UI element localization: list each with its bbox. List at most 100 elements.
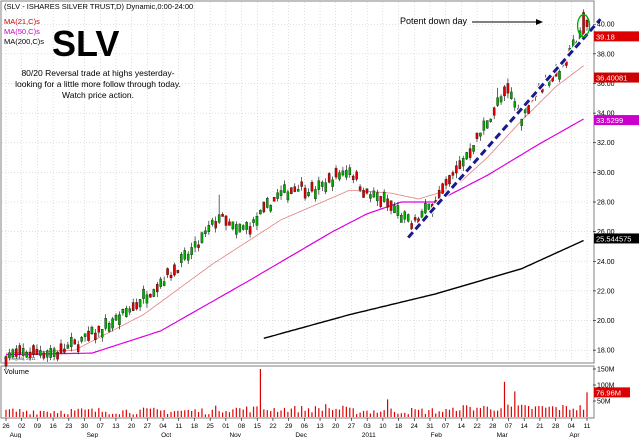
candle-body — [56, 352, 59, 360]
volume-marker — [594, 387, 630, 398]
candle-body — [190, 247, 193, 255]
price-marker-label: 25.544575 — [596, 234, 631, 243]
price-marker-label: 39.18 — [596, 32, 615, 41]
candle — [331, 176, 334, 192]
month-label: Feb — [431, 432, 443, 438]
candle — [214, 216, 217, 233]
candle-body — [59, 343, 63, 354]
candle — [520, 118, 523, 131]
candle-body — [107, 323, 111, 332]
candle-body — [379, 196, 382, 207]
date-tick-label: 07 — [505, 423, 513, 430]
candle — [101, 329, 104, 342]
month-label: Aug — [10, 432, 22, 438]
candle — [358, 184, 362, 193]
candle — [18, 342, 22, 360]
candle-body — [76, 344, 80, 352]
date-tick-label: 20 — [128, 423, 136, 430]
candle-body — [427, 203, 431, 210]
candle-body — [28, 352, 32, 359]
candle-body — [300, 181, 303, 187]
candle — [152, 288, 156, 298]
candle — [94, 328, 97, 344]
candle-body — [475, 132, 479, 139]
candle-body — [111, 318, 114, 329]
candle — [235, 221, 238, 239]
candle — [468, 143, 472, 161]
candle-body — [266, 198, 269, 208]
candle-body — [331, 179, 334, 187]
candle-body — [386, 198, 389, 208]
candle — [114, 312, 118, 322]
candle-body — [241, 225, 245, 230]
candle-body — [131, 302, 135, 312]
candle-body — [145, 294, 149, 304]
candle-body — [221, 214, 224, 217]
candle — [221, 212, 224, 217]
candle — [87, 326, 90, 342]
candle — [451, 170, 455, 180]
candle — [8, 348, 11, 361]
candle — [49, 345, 52, 361]
candle — [386, 194, 389, 211]
candle — [156, 281, 159, 298]
date-tick-label: 21 — [536, 423, 544, 430]
candle-body — [214, 221, 217, 229]
candle — [70, 332, 73, 352]
candle — [396, 201, 400, 219]
volume-tick-label: 100M — [597, 383, 615, 390]
candle — [259, 209, 262, 215]
candle — [252, 216, 255, 227]
date-tick-label: 25 — [207, 423, 215, 430]
candle-body — [80, 337, 83, 342]
month-label: Sep — [87, 432, 99, 438]
candle-body — [97, 325, 101, 333]
candle-body — [204, 230, 207, 235]
candle-body — [486, 120, 489, 129]
candle-body — [389, 200, 393, 211]
candle — [279, 185, 283, 200]
candle — [90, 325, 94, 336]
price-tick-label: 36.00 — [597, 81, 615, 88]
volume-tick-label: 150M — [597, 367, 615, 374]
candle — [458, 155, 462, 170]
candlestick-series — [4, 9, 589, 370]
month-label: 2011 — [362, 432, 376, 438]
date-tick-label: 13 — [112, 423, 120, 430]
price-tick-label: 32.00 — [597, 140, 615, 147]
date-tick-label: 08 — [238, 423, 246, 430]
candle — [382, 189, 386, 203]
candle — [266, 196, 269, 209]
date-tick-label: 16 — [49, 423, 57, 430]
candle-body — [8, 352, 11, 358]
candle-body — [166, 268, 169, 275]
candle — [80, 336, 83, 344]
candle — [186, 251, 190, 265]
candle-body — [228, 221, 231, 226]
candle-body — [461, 158, 465, 167]
candle-body — [156, 284, 159, 293]
ma21-label: MA(21,C)s — [4, 17, 40, 26]
candle — [173, 262, 176, 277]
price-tick-label: 30.00 — [597, 170, 615, 177]
candle — [228, 218, 231, 226]
candle — [369, 191, 372, 203]
candle-body — [245, 222, 248, 230]
candle-body — [338, 172, 341, 180]
candle — [176, 269, 180, 274]
date-tick-label: 27 — [348, 423, 356, 430]
candle-body — [200, 232, 204, 243]
candle — [400, 212, 403, 223]
candle — [321, 180, 324, 192]
price-marker — [594, 233, 639, 244]
price-marker — [594, 72, 639, 83]
candle-body — [262, 201, 266, 213]
candle — [211, 217, 214, 227]
date-tick-label: 13 — [316, 423, 324, 430]
candle-body — [348, 167, 352, 176]
candle — [118, 311, 121, 330]
candle — [224, 214, 228, 231]
candle — [427, 203, 431, 211]
candle — [296, 184, 300, 192]
